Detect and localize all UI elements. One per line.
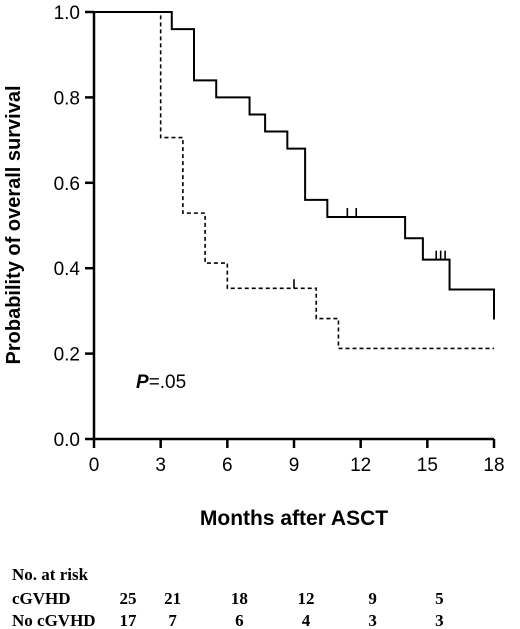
- risk-count: 17: [120, 611, 138, 629]
- y-tick-label: 0.0: [54, 430, 80, 451]
- p-value-symbol: P: [136, 372, 149, 393]
- p-value-annotation: P=.05: [136, 372, 186, 393]
- x-tick-label: 6: [222, 455, 233, 476]
- risk-count: 4: [302, 611, 311, 629]
- risk-count: 21: [164, 589, 181, 608]
- x-tick-label: 9: [289, 455, 300, 476]
- x-tick-label: 15: [417, 455, 438, 476]
- risk-count: 18: [231, 589, 248, 608]
- risk-count: 12: [298, 589, 315, 608]
- risk-row-label: No cGVHD: [12, 611, 96, 629]
- p-value-number: =.05: [149, 372, 187, 393]
- y-tick-label: 0.6: [54, 174, 80, 195]
- risk-table-title: No. at risk: [12, 565, 89, 584]
- risk-count: 7: [168, 611, 177, 629]
- x-tick-label: 18: [483, 455, 504, 476]
- y-tick-label: 1.0: [54, 3, 80, 24]
- survival-curve-dashed: [94, 11, 494, 350]
- risk-count: 3: [435, 611, 444, 629]
- y-tick-label: 0.2: [54, 345, 80, 366]
- risk-count: 9: [368, 589, 377, 608]
- risk-count: 5: [435, 589, 444, 608]
- risk-count: 6: [235, 611, 244, 629]
- x-tick-label: 3: [155, 455, 166, 476]
- x-axis-label: Months after ASCT: [200, 507, 388, 530]
- x-tick-label: 12: [350, 455, 371, 476]
- y-axis-label: Probability of overall survival: [3, 86, 25, 365]
- series-layer: [94, 11, 495, 350]
- risk-count: 25: [120, 589, 137, 608]
- risk-row-label: cGVHD: [12, 589, 71, 608]
- risk-count: 3: [368, 611, 377, 629]
- survival-curve-solid: [94, 11, 495, 320]
- x-tick-label: 0: [89, 455, 100, 476]
- y-tick-label: 0.4: [54, 259, 81, 280]
- risk-table: No. at risk cGVHD 25 21 18 12 9 5 No cGVHD 17 7 6 4…: [12, 565, 444, 629]
- y-tick-label: 0.8: [54, 88, 80, 109]
- axes: 0.0 0.2 0.4 0.6 0.8 1.0 0 3 6 9 12 15 18: [54, 3, 505, 476]
